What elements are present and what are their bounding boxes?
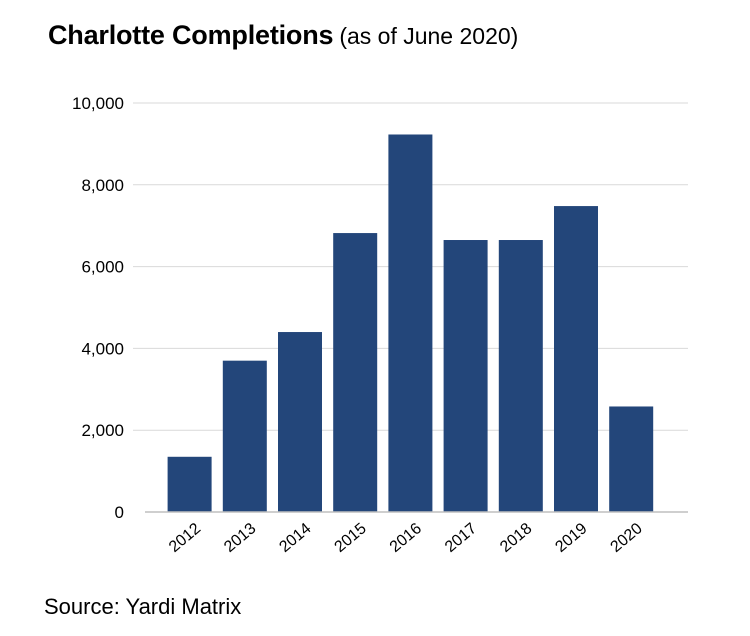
bar [278, 332, 322, 512]
x-tick-label: 2017 [442, 520, 480, 556]
chart-subtitle: (as of June 2020) [339, 23, 519, 49]
y-tick-label: 4,000 [81, 339, 124, 358]
x-tick-label: 2015 [332, 520, 370, 556]
x-tick-label: 2019 [552, 520, 590, 556]
bar [498, 240, 543, 512]
bar [554, 206, 598, 512]
x-tick-label: 2013 [221, 520, 259, 556]
bar [167, 456, 212, 512]
bar [443, 240, 488, 512]
bar [609, 406, 654, 512]
y-tick-label: 8,000 [81, 176, 124, 195]
y-tick-label: 10,000 [72, 94, 124, 113]
bar [333, 233, 378, 512]
source-note: Source: Yardi Matrix [44, 594, 242, 619]
x-tick-label: 2016 [387, 520, 425, 556]
bar [388, 134, 433, 513]
x-tick-label: 2012 [166, 520, 204, 556]
x-tick-label: 2020 [608, 520, 646, 556]
chart-title-row: Charlotte Completions (as of June 2020) [48, 20, 518, 51]
x-tick-label: 2018 [497, 520, 535, 556]
y-tick-label: 0 [115, 503, 124, 522]
x-tick-label: 2014 [276, 520, 314, 556]
bar [222, 360, 267, 512]
chart-title: Charlotte Completions [48, 20, 334, 50]
y-tick-label: 2,000 [81, 421, 124, 440]
y-tick-label: 6,000 [81, 258, 124, 277]
